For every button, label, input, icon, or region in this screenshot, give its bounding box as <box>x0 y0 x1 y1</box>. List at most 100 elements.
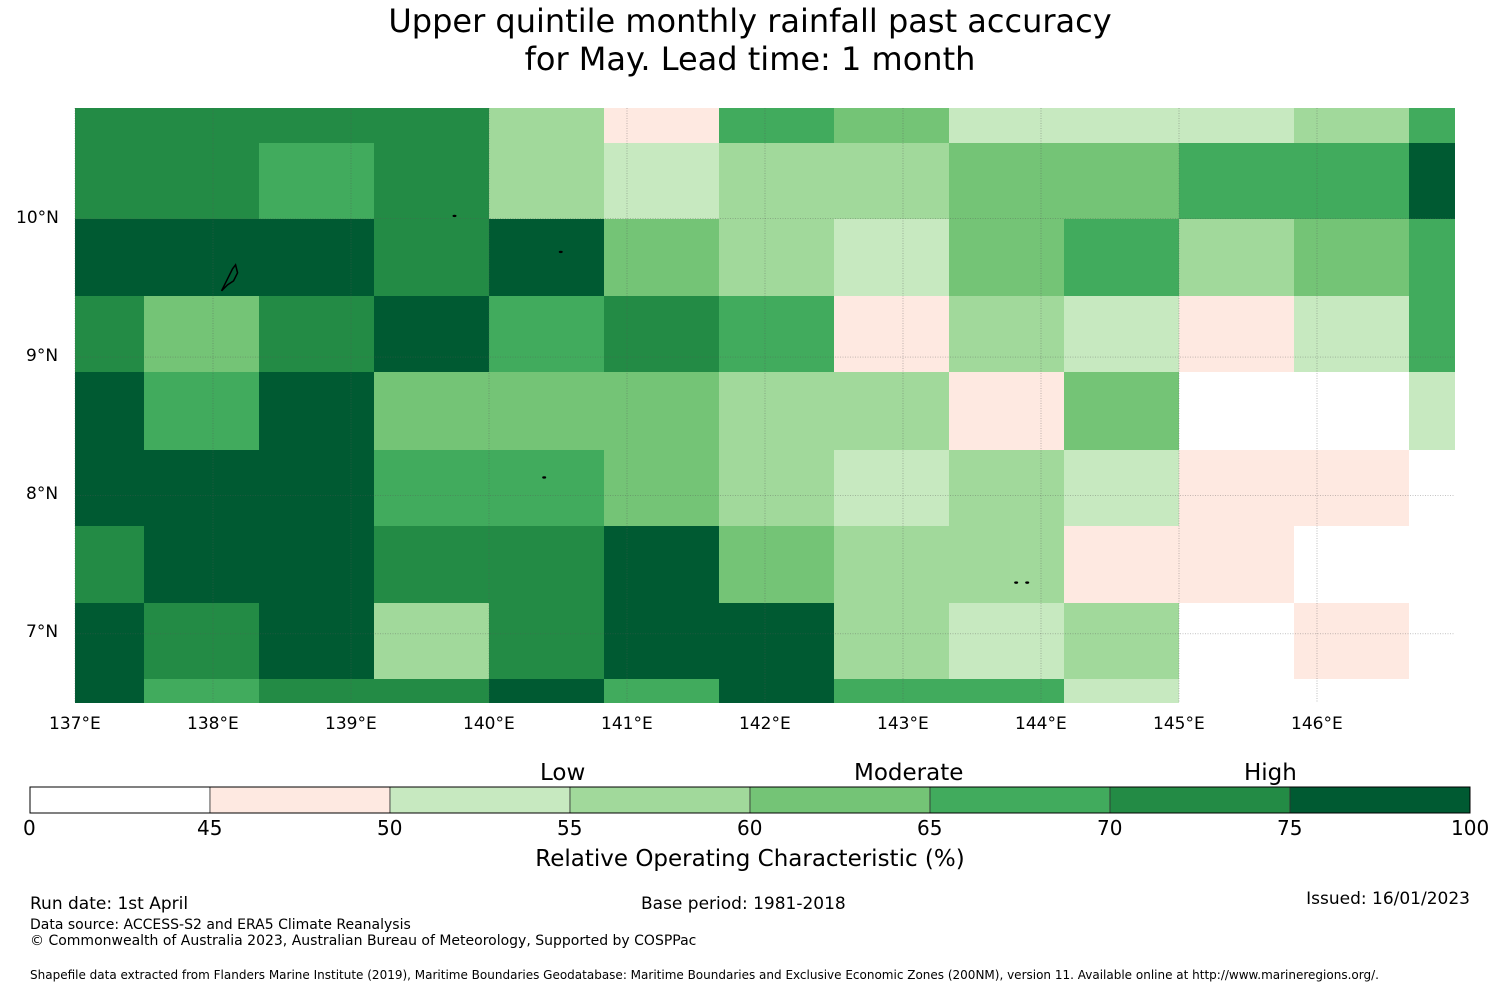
map-cell-r5-c6 <box>719 450 834 526</box>
map-cell-r2-c7 <box>834 219 949 296</box>
map-cell-r0-c8 <box>949 108 1064 143</box>
map-cell-r0-c1 <box>144 108 259 143</box>
map-cell-r3-c10 <box>1179 296 1294 372</box>
shapefile-credit: Shapefile data extracted from Flanders M… <box>30 968 1379 982</box>
island-woleai-b <box>1025 581 1030 584</box>
base-period: Base period: 1981-2018 <box>641 894 846 914</box>
colorbar-segment-5 <box>929 786 1111 814</box>
colorbar-tick-70: 70 <box>1097 816 1123 840</box>
map-cell-r1-c4 <box>489 143 604 219</box>
map-cell-r4-c1 <box>144 372 259 450</box>
map-cell-r8-c11 <box>1294 679 1409 703</box>
map-cell-r7-c6 <box>719 603 834 679</box>
map-cell-r8-c2 <box>259 679 374 703</box>
map-cell-r3-c5 <box>604 296 719 372</box>
map-cell-r0-c4 <box>489 108 604 143</box>
map-cell-r5-c3 <box>374 450 489 526</box>
map-cell-r7-c2 <box>259 603 374 679</box>
map-cell-r4-c10 <box>1179 372 1294 450</box>
x-tick-label-146e: 146°E <box>1291 714 1343 734</box>
map-cell-r5-c9 <box>1064 450 1179 526</box>
map-cell-r1-c12 <box>1409 143 1455 219</box>
map-cell-r0-c11 <box>1294 108 1409 143</box>
map-cell-r8-c6 <box>719 679 834 703</box>
colorbar-segment-4 <box>749 786 931 814</box>
colorbar-segment-7 <box>1289 786 1471 814</box>
y-tick-label-9n: 9°N <box>26 346 59 366</box>
map-cell-r2-c12 <box>1409 219 1455 296</box>
y-tick-label-10n: 10°N <box>16 208 59 228</box>
island-ngulu <box>452 214 457 218</box>
map-cell-r5-c0 <box>75 450 144 526</box>
colorbar-tick-75: 75 <box>1277 816 1303 840</box>
run-date: Run date: 1st April <box>30 894 189 914</box>
copyright-notice: © Commonwealth of Australia 2023, Austra… <box>30 933 697 949</box>
map-cell-r2-c11 <box>1294 219 1409 296</box>
x-tick-label-145e: 145°E <box>1153 714 1205 734</box>
map-cell-r4-c8 <box>949 372 1064 450</box>
map-cell-r7-c11 <box>1294 603 1409 679</box>
colorbar-segment-2 <box>389 786 571 814</box>
map-cell-r4-c9 <box>1064 372 1179 450</box>
colorbar-tick-60: 60 <box>737 816 763 840</box>
map-cell-r4-c3 <box>374 372 489 450</box>
island-yap <box>220 263 239 292</box>
map-cell-r8-c12 <box>1409 679 1455 703</box>
map-cell-r1-c11 <box>1294 143 1409 219</box>
map-cell-r3-c2 <box>259 296 374 372</box>
map-cell-r3-c6 <box>719 296 834 372</box>
x-tick-label-143e: 143°E <box>877 714 929 734</box>
map-cell-r6-c1 <box>144 526 259 603</box>
map-cell-r2-c0 <box>75 219 144 296</box>
map-cell-r1-c3 <box>374 143 489 219</box>
map-cell-r6-c0 <box>75 526 144 603</box>
island-woleai-a <box>1014 581 1019 584</box>
map-cell-r2-c4 <box>489 219 604 296</box>
map-cell-r5-c7 <box>834 450 949 526</box>
map-cell-r8-c5 <box>604 679 719 703</box>
colorbar-tick-50: 50 <box>377 816 403 840</box>
map-cell-r8-c0 <box>75 679 144 703</box>
map-cell-r4-c2 <box>259 372 374 450</box>
map-cell-r8-c9 <box>1064 679 1179 703</box>
map-cell-r0-c6 <box>719 108 834 143</box>
map-cell-r1-c7 <box>834 143 949 219</box>
map-cell-r4-c11 <box>1294 372 1409 450</box>
map-cell-r2-c8 <box>949 219 1064 296</box>
colorbar-tick-65: 65 <box>917 816 943 840</box>
map-cell-r0-c3 <box>374 108 489 143</box>
map-cell-r2-c3 <box>374 219 489 296</box>
colorbar-frame <box>29 786 1471 814</box>
map-cell-r7-c12 <box>1409 603 1455 679</box>
map-cell-r1-c2 <box>259 143 374 219</box>
map-cell-r7-c9 <box>1064 603 1179 679</box>
map-cell-r2-c1 <box>144 219 259 296</box>
map-cell-r5-c1 <box>144 450 259 526</box>
map-cell-r8-c8 <box>949 679 1064 703</box>
map-cell-r6-c11 <box>1294 526 1409 603</box>
map-cell-r6-c7 <box>834 526 949 603</box>
colorbar-segment-1 <box>209 786 391 814</box>
map-cell-r5-c12 <box>1409 450 1455 526</box>
map-cell-r3-c8 <box>949 296 1064 372</box>
map-cell-r1-c5 <box>604 143 719 219</box>
colorbar-tick-0: 0 <box>23 816 36 840</box>
map-cell-r4-c4 <box>489 372 604 450</box>
map-cell-r7-c7 <box>834 603 949 679</box>
map-cell-r8-c7 <box>834 679 949 703</box>
x-tick-label-137e: 137°E <box>49 714 101 734</box>
colorbar-word-high: High <box>1244 760 1297 786</box>
map-cell-r6-c9 <box>1064 526 1179 603</box>
colorbar-word-low: Low <box>540 760 586 786</box>
y-tick-label-8n: 8°N <box>26 484 59 504</box>
map-cell-r0-c10 <box>1179 108 1294 143</box>
map-cell-r4-c12 <box>1409 372 1455 450</box>
colorbar-title: Relative Operating Characteristic (%) <box>535 846 965 872</box>
map-cell-r0-c2 <box>259 108 374 143</box>
colorbar-segment-3 <box>569 786 751 814</box>
map-cell-r5-c8 <box>949 450 1064 526</box>
map-cell-r0-c0 <box>75 108 144 143</box>
map-cell-r7-c5 <box>604 603 719 679</box>
map-cell-r6-c3 <box>374 526 489 603</box>
